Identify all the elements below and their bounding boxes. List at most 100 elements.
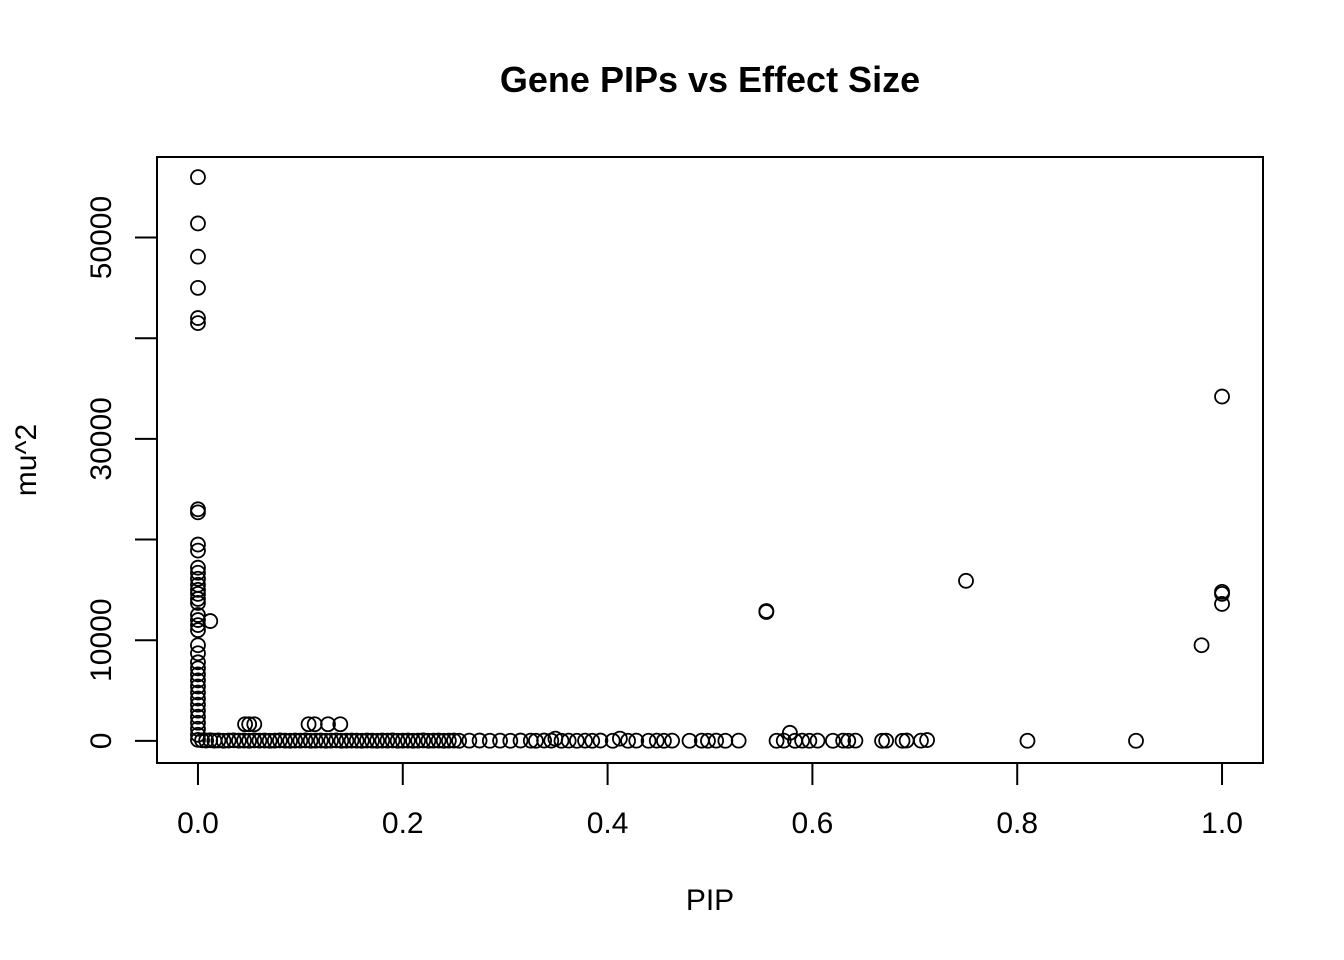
data-point xyxy=(190,645,206,662)
data-point xyxy=(338,732,355,749)
data-point xyxy=(190,215,206,232)
x-tick-label: 0.0 xyxy=(177,807,219,840)
data-point xyxy=(202,613,219,629)
data-point xyxy=(190,612,206,628)
data-point xyxy=(840,732,857,749)
data-point xyxy=(190,169,206,186)
data-point xyxy=(332,716,349,733)
data-point xyxy=(700,732,716,749)
data-point xyxy=(512,732,529,749)
data-point xyxy=(190,310,206,326)
plot-frame xyxy=(156,156,1264,764)
data-point xyxy=(430,732,447,749)
data-point xyxy=(878,732,895,749)
data-point xyxy=(536,732,552,749)
data-point xyxy=(958,572,974,589)
data-point xyxy=(628,732,645,749)
data-point xyxy=(302,732,319,749)
data-point xyxy=(528,732,544,749)
data-point xyxy=(379,732,396,749)
data-point xyxy=(246,716,263,733)
x-tick-label: 0.4 xyxy=(587,807,629,840)
data-point xyxy=(640,732,657,749)
data-point xyxy=(297,732,314,749)
x-axis: 0.0 0.2 0.4 0.6 0.8 1.0 xyxy=(177,762,1243,840)
y-tick-label: 0 xyxy=(85,733,118,750)
x-axis-label: PIP xyxy=(686,884,734,917)
data-point xyxy=(256,732,273,749)
chart-title: Gene PIPs vs Effect Size xyxy=(500,59,920,100)
data-point xyxy=(611,730,628,747)
data-point xyxy=(681,732,698,749)
data-point xyxy=(251,732,268,749)
data-point xyxy=(190,714,206,731)
data-point xyxy=(190,501,206,518)
data-point xyxy=(277,732,293,749)
data-point xyxy=(384,732,401,749)
x-tick-label: 0.2 xyxy=(382,807,424,840)
data-point xyxy=(190,607,206,623)
x-tick-label: 0.6 xyxy=(792,807,834,840)
data-point xyxy=(190,660,206,677)
data-point xyxy=(656,732,672,749)
data-point xyxy=(220,732,237,749)
data-point xyxy=(374,732,391,749)
data-point xyxy=(794,732,811,749)
data-point xyxy=(835,732,852,749)
data-point xyxy=(1214,388,1230,405)
data-point xyxy=(758,603,775,619)
data-point xyxy=(781,724,798,741)
data-point xyxy=(194,732,210,749)
data-point xyxy=(708,732,725,749)
data-point xyxy=(282,732,299,749)
data-point xyxy=(399,732,416,749)
data-point xyxy=(190,666,206,683)
data-point xyxy=(246,732,263,749)
data-point xyxy=(415,732,432,749)
data-point xyxy=(323,732,339,749)
data-point xyxy=(584,732,601,749)
data-point xyxy=(190,315,206,331)
data-point xyxy=(359,732,375,749)
data-point xyxy=(343,732,360,749)
data-point xyxy=(369,732,386,749)
data-point xyxy=(190,585,206,602)
data-point xyxy=(410,732,427,749)
data-point xyxy=(801,732,818,749)
data-point xyxy=(446,732,462,749)
data-point xyxy=(824,732,841,749)
data-point xyxy=(809,732,826,749)
data-point xyxy=(190,504,206,521)
data-point xyxy=(1193,637,1210,654)
data-point xyxy=(481,732,498,749)
data-point xyxy=(287,732,304,749)
data-point xyxy=(553,732,570,749)
data-point xyxy=(592,732,609,749)
data-point xyxy=(364,732,380,749)
data-point xyxy=(307,732,324,749)
data-point xyxy=(717,732,734,749)
data-point xyxy=(1128,732,1144,749)
data-point xyxy=(241,716,258,733)
data-point xyxy=(190,570,206,587)
data-point xyxy=(210,732,227,749)
data-point xyxy=(425,732,442,749)
data-point xyxy=(353,732,370,749)
data-point xyxy=(847,732,864,749)
data-point xyxy=(874,732,890,749)
data-point xyxy=(190,564,206,581)
data-point xyxy=(190,279,206,296)
data-point xyxy=(190,591,206,607)
data-point xyxy=(333,732,350,749)
data-point xyxy=(190,637,206,654)
data-point xyxy=(1214,596,1230,612)
data-point xyxy=(328,732,345,749)
y-axis: 0 10000 30000 50000 xyxy=(85,196,158,750)
data-point xyxy=(271,732,288,749)
data-point xyxy=(420,732,437,749)
data-point xyxy=(320,716,336,733)
data-point xyxy=(894,732,911,749)
x-tick-label: 1.0 xyxy=(1201,807,1243,840)
data-point xyxy=(241,732,258,749)
